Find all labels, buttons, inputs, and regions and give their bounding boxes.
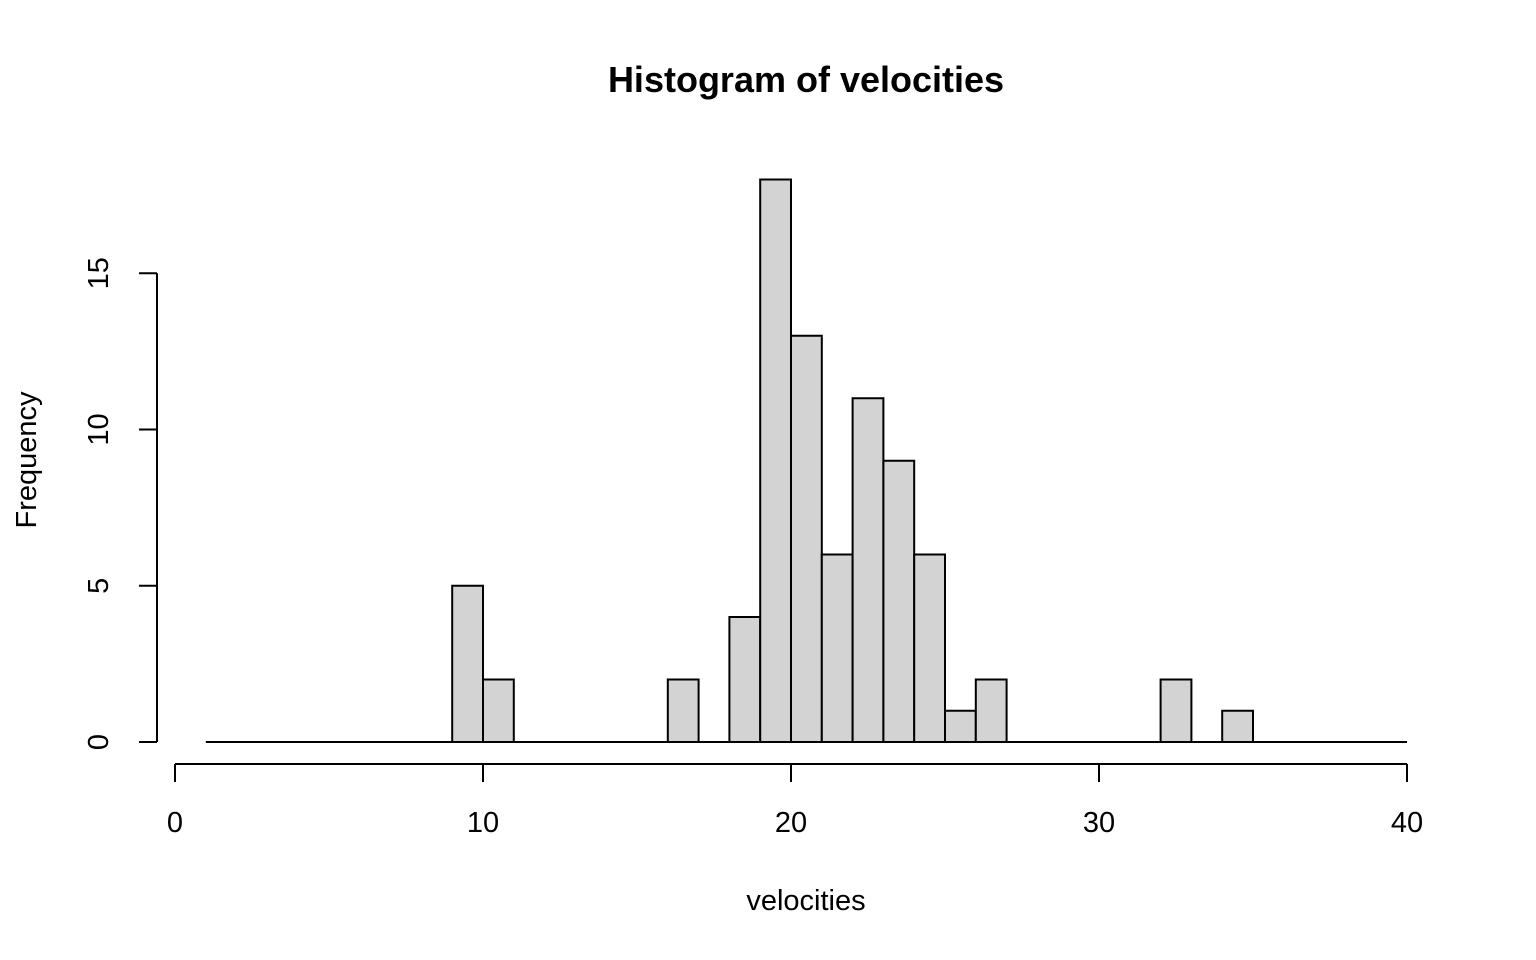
chart-title: Histogram of velocities — [608, 59, 1004, 100]
histogram-bar — [944, 709, 977, 743]
x-tick-label: 40 — [1391, 807, 1423, 839]
histogram-bar — [851, 397, 885, 743]
histogram-bar — [728, 616, 762, 743]
x-tick-label: 0 — [167, 807, 183, 839]
x-tick-label: 30 — [1083, 807, 1115, 839]
x-tick-label: 10 — [467, 807, 499, 839]
y-tick-label: 10 — [83, 413, 115, 445]
histogram-bar — [820, 553, 854, 743]
y-axis: 0 5 10 15 — [83, 257, 158, 750]
histogram-bar — [913, 553, 947, 743]
histogram-bar — [482, 678, 515, 743]
histogram-bar — [882, 459, 916, 743]
y-axis-label: Frequency — [11, 391, 43, 529]
x-axis: 0 10 20 30 40 — [167, 763, 1423, 839]
histogram-bar — [1159, 678, 1193, 743]
histogram-bar — [451, 584, 485, 743]
histogram-bar — [974, 678, 1008, 743]
bars-group — [205, 178, 1407, 743]
histogram-bar — [666, 678, 700, 743]
x-axis-label: velocities — [746, 885, 865, 917]
histogram-bar — [759, 178, 793, 743]
y-tick-label: 5 — [83, 578, 115, 594]
y-tick-label: 0 — [83, 734, 115, 750]
x-tick-label: 20 — [775, 807, 807, 839]
histogram-bar — [1221, 709, 1254, 743]
histogram-bar — [790, 334, 823, 743]
y-tick-label: 15 — [83, 257, 115, 289]
